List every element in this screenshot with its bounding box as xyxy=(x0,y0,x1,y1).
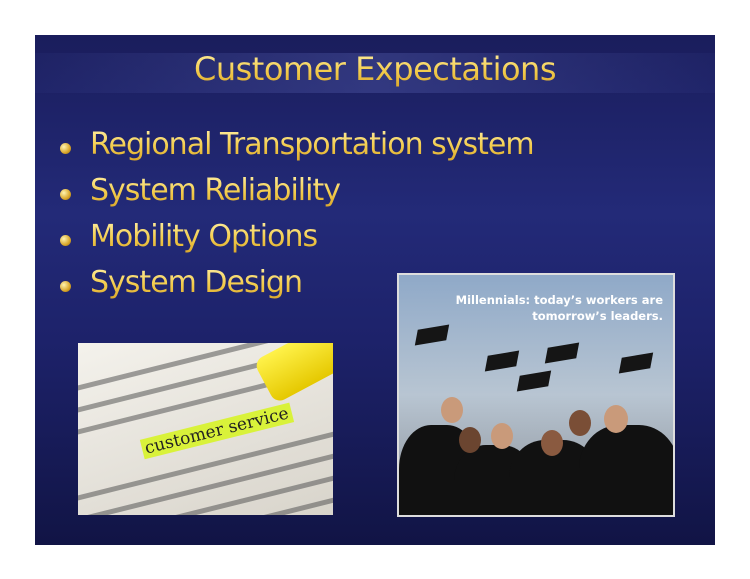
bullet-dot xyxy=(60,189,71,200)
image-caption: Millennials: today’s workers are xyxy=(455,293,663,307)
bullet-dot xyxy=(60,281,71,292)
bullet-text: Mobility Options xyxy=(90,219,318,254)
image-caption: tomorrow’s leaders. xyxy=(532,309,663,323)
slide: Customer Expectations Regional Transport… xyxy=(35,35,715,545)
slide-title: Customer Expectations xyxy=(35,50,715,88)
newspaper-image: customer service xyxy=(78,343,333,515)
bullet-text: Regional Transportation system xyxy=(90,127,535,162)
highlighter xyxy=(253,343,333,405)
bullet-dot xyxy=(60,143,71,154)
bullet-dot xyxy=(60,235,71,246)
bullet-text: System Design xyxy=(90,265,303,300)
graduates-image: Millennials: today’s workers are tomorro… xyxy=(397,273,675,517)
bullet-text: System Reliability xyxy=(90,173,341,208)
